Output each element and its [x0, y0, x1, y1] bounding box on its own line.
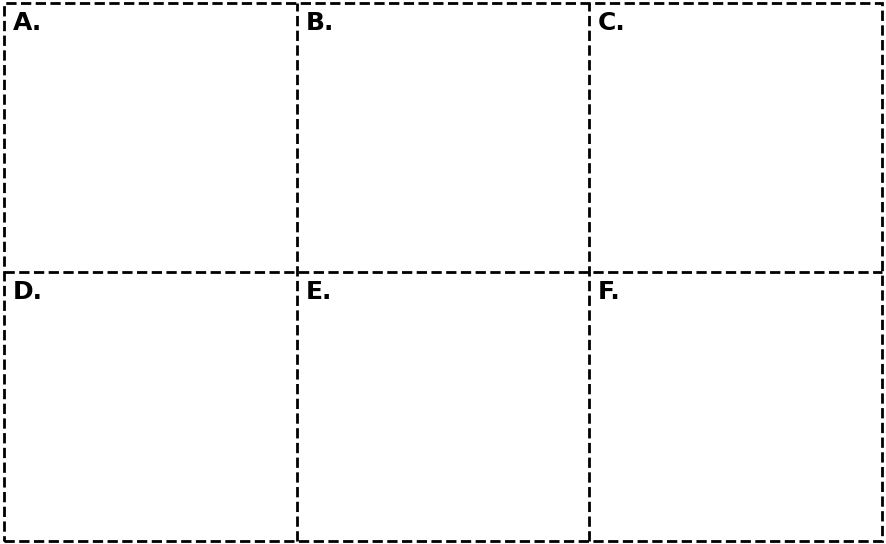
Text: E.: E.	[306, 280, 332, 304]
Text: A.: A.	[13, 11, 43, 35]
Text: F.: F.	[598, 280, 621, 304]
Text: B.: B.	[306, 11, 334, 35]
Text: C.: C.	[598, 11, 626, 35]
Text: D.: D.	[13, 280, 43, 304]
